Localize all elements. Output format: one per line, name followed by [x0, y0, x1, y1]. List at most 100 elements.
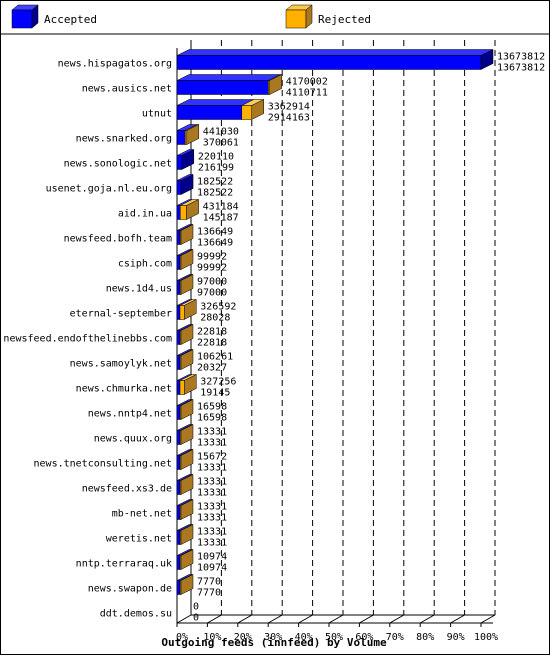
x-tick-label: 50%: [325, 632, 343, 643]
category-label: csiph.com: [118, 259, 172, 270]
rejected-bar-side: [180, 324, 194, 345]
accepted-bar: [176, 55, 482, 70]
category-label: newsfeed.bofh.team: [64, 234, 172, 245]
accepted-value-label: 182522: [197, 177, 233, 188]
category-label: news.hispagatos.org: [58, 59, 172, 70]
rejected-bar: [241, 105, 253, 120]
rejected-value-label: 145187: [203, 213, 239, 224]
category-label: news.ausics.net: [82, 84, 172, 95]
accepted-value-label: 3362914: [268, 102, 310, 113]
category-label: ddt.demos.su: [100, 609, 172, 620]
accepted-bar: [176, 380, 181, 395]
accepted-bar: [176, 355, 181, 370]
accepted-bar: [176, 580, 181, 595]
category-label: news.quux.org: [94, 434, 172, 445]
accepted-bar-side: [180, 174, 194, 195]
category-label: usenet.goja.nl.eu.org: [46, 184, 172, 195]
rejected-value-label: 20327: [197, 363, 227, 374]
category-label: utnut: [142, 109, 172, 120]
rejected-value-label: 99992: [197, 263, 227, 274]
accepted-value-label: 16598: [197, 402, 227, 413]
floor-tick-line: [328, 614, 344, 624]
accepted-value-label: 10974: [197, 552, 227, 563]
rejected-bar-side: [180, 399, 194, 420]
rejected-value-label: 10974: [197, 563, 227, 574]
category-label: news.swapon.de: [88, 584, 172, 595]
accepted-bar: [176, 255, 181, 270]
legend: Accepted Rejected: [11, 4, 371, 29]
accepted-value-label: 15672: [197, 452, 227, 463]
rejected-value-label: 13673812: [497, 63, 545, 74]
accepted-bar: [176, 305, 181, 320]
category-label: newsfeed.endofthelinebbs.com: [3, 334, 172, 345]
rejected-value-label: 16598: [197, 413, 227, 424]
rejected-bar-side: [180, 499, 194, 520]
accepted-bar: [176, 405, 181, 420]
rejected-bar-side: [180, 549, 194, 570]
x-axis-title: Outgoing feeds (innfeed) by Volume: [161, 636, 387, 649]
floor-tick-line: [419, 614, 435, 624]
accepted-bar-side: [480, 49, 494, 70]
category-label: news.sonologic.net: [64, 159, 172, 170]
rejected-bar-side: [180, 349, 194, 370]
category-label: news.nntp4.net: [88, 409, 172, 420]
accepted-value-label: 13331: [197, 502, 227, 513]
floor-tick-line: [298, 614, 313, 624]
plot-area: 0% 10% 20% 30% 40% 50% 60% 70% 80% 90% 100% news.hi…: [3, 40, 545, 643]
accepted-value-label: 136649: [197, 227, 233, 238]
accepted-bar: [176, 330, 181, 345]
x-tick-label: 70%: [386, 632, 404, 643]
category-label: news.samoylyk.net: [70, 359, 172, 370]
accepted-bar: [176, 480, 181, 495]
accepted-value-label: 0: [193, 602, 199, 613]
accepted-bar: [176, 455, 181, 470]
legend-rejected-label: Rejected: [318, 13, 371, 26]
accepted-bar: [176, 555, 181, 570]
accepted-bar: [176, 155, 183, 170]
category-label: nntp.terraraq.uk: [76, 559, 172, 570]
rejected-value-label: 0: [193, 613, 199, 624]
rejected-bar-side: [180, 274, 194, 295]
rejected-bar-side: [180, 449, 194, 470]
accepted-value-label: 106261: [197, 352, 233, 363]
category-label: mb-net.net: [112, 509, 172, 520]
accepted-value-label: 22818: [197, 327, 227, 338]
rejected-bar-side: [184, 374, 197, 395]
rejected-bar-side: [251, 99, 265, 120]
accepted-bar: [176, 205, 181, 220]
rejected-bar-side: [180, 574, 194, 595]
rejected-value-label: 13331: [197, 438, 227, 449]
rejected-bar: [179, 205, 187, 220]
floor-tick-line: [207, 614, 222, 624]
rejected-value-label: 136649: [197, 238, 233, 249]
floor-tick-line: [176, 614, 192, 624]
accepted-bar: [176, 430, 181, 445]
accepted-bar-top: [176, 49, 494, 56]
accepted-bar: [176, 130, 186, 145]
rejected-value-label: 22818: [197, 338, 227, 349]
rejected-bar-side: [186, 124, 200, 145]
rejected-bar-side: [180, 249, 194, 270]
x-tick-label: 80%: [416, 632, 434, 643]
category-label: eternal-september: [70, 309, 172, 320]
category-label: news.chmurka.net: [76, 384, 172, 395]
accepted-value-label: 220110: [198, 152, 234, 163]
floor-tick-line: [450, 614, 465, 624]
x-tick-label: 30%: [264, 632, 282, 643]
accepted-bar-top: [176, 74, 281, 81]
category-label: aid.in.ua: [118, 209, 172, 220]
rejected-bar-side: [269, 74, 282, 95]
accepted-value-label: 327256: [200, 377, 236, 388]
accepted-value-label: 97000: [197, 277, 227, 288]
rejected-value-label: 7770: [197, 588, 221, 599]
floor-tick-line: [359, 614, 374, 624]
rejected-value-label: 182522: [197, 188, 233, 199]
rejected-value-label: 4110711: [286, 88, 328, 99]
accepted-value-label: 13331: [197, 527, 227, 538]
category-label: newsfeed.xs3.de: [82, 484, 172, 495]
rejected-value-label: 28028: [200, 313, 230, 324]
rejected-value-label: 2914163: [268, 113, 310, 124]
accepted-value-label: 4170002: [286, 77, 328, 88]
rejected-value-label: 13331: [197, 488, 227, 499]
